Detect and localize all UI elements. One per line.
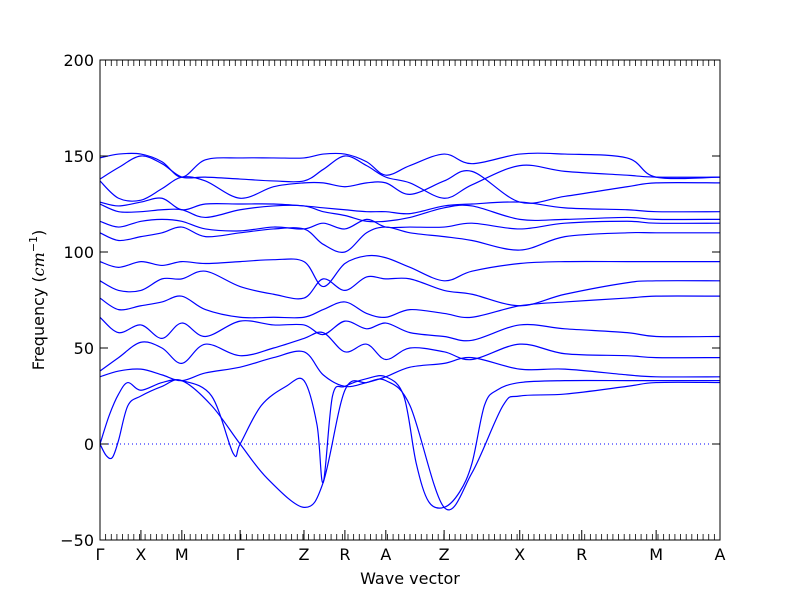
y-tick-label: 0 [84,435,94,454]
band-line-8 [100,254,720,288]
band-line-13 [100,170,720,204]
x-tick-label: R [339,545,350,564]
band-line-4 [100,331,720,372]
band-line-12 [100,197,720,215]
band-line-10 [100,218,720,232]
x-tick-label: Γ [236,545,245,564]
x-tick-label: M [649,545,663,564]
y-tick-label: 50 [74,339,94,358]
x-axis-label: Wave vector [360,569,460,588]
band-line-9 [100,226,720,253]
y-axis-label-close: ) [29,230,48,236]
band-line-2 [100,375,720,509]
y-tick-label: 150 [63,147,94,166]
y-tick-label: −50 [60,531,94,550]
y-axis-label-text: Frequency ( [29,276,48,370]
x-tick-label: R [576,545,587,564]
x-tick-label: Γ [96,545,105,564]
y-axis-label-exponent: −1 [27,236,40,252]
band-line-15 [100,152,720,180]
band-line-14 [100,155,720,199]
x-tick-label: A [380,545,391,564]
bands-layer [100,152,720,511]
band-line-5 [100,316,720,342]
x-tick-label: Z [439,545,450,564]
y-tick-label: 200 [63,51,94,70]
band-line-11 [100,203,720,223]
x-tick-label: X [135,545,146,564]
band-line-3 [100,350,720,388]
band-line-1 [100,378,720,511]
y-axis-label-unit: cm [29,252,48,276]
x-tick-label: Z [298,545,309,564]
band-line-6 [100,295,720,319]
y-tick-label: 100 [63,243,94,262]
x-tick-label: M [175,545,189,564]
plot-frame [99,59,721,541]
band-line-7 [100,270,720,307]
x-tick-label: A [715,545,726,564]
y-ticks-layer: −50 0 50 100 150 200 [60,51,720,550]
y-axis-label: Frequency (cm−1) [27,230,48,371]
x-tick-label: X [514,545,525,564]
